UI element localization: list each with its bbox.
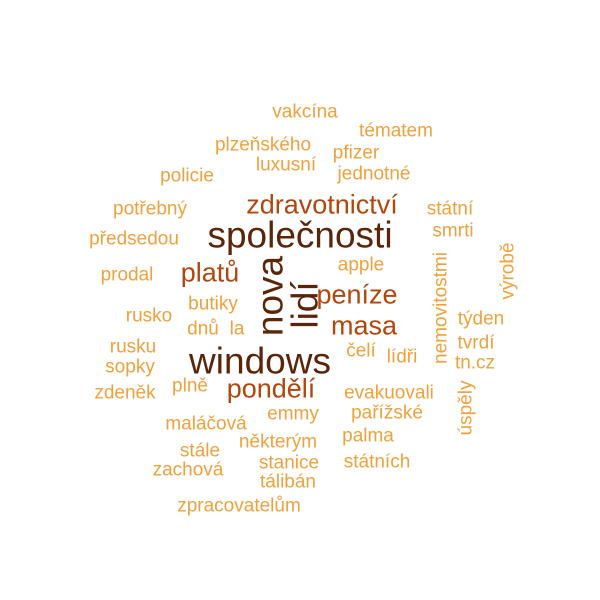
word-la: la [229,318,245,340]
word-vakcina: vakcína [272,101,338,123]
word-evakuovali: evakuovali [344,382,434,404]
word-plne: plně [172,375,208,397]
word-pfizer: pfizer [332,142,380,164]
word-nekterym: některým [238,431,318,453]
word-rusku: rusku [109,336,157,358]
word-plzenskeho: plzeňského [214,134,312,156]
word-zdenek: zdeněk [94,382,156,404]
word-tyden: týden [457,308,505,330]
word-uspely: úspěly [455,380,477,436]
word-butiky: butiky [188,293,238,315]
word-sopky: sopky [105,356,155,378]
word-stanice: stanice [258,452,320,474]
word-policie: policie [160,165,214,187]
word-smrti: smrti [432,220,474,242]
word-lidri: lídři [386,346,418,368]
word-predsedou: předsedou [89,228,179,250]
word-luxusni: luxusní [255,154,317,176]
word-zdravotnictvi: zdravotnictví [246,189,398,220]
word-zachova: zachová [152,459,224,481]
word-tvrdi: tvrdí [457,332,495,354]
word-apple: apple [337,254,385,276]
word-stale: stále [179,440,221,462]
word-tncz: tn.cz [454,352,496,374]
word-malacova: maláčová [165,413,247,435]
word-pondeli: pondělí [226,373,316,404]
word-masa: masa [330,310,398,341]
word-celi: čelí [346,340,376,362]
word-prodal: prodal [100,264,154,286]
word-windows: windows [189,340,331,382]
word-palma: palma [342,425,394,447]
word-rusko: rusko [125,305,173,327]
word-statni: státní [426,198,474,220]
word-zpracovatelum: zpracovatelům [177,495,301,517]
word-vyrobe: výrobě [497,242,519,300]
word-parizske: pařížské [351,402,423,424]
word-emmy: emmy [267,403,319,425]
word-platu: platů [180,257,240,288]
word-statnich: státních [343,451,411,473]
word-jednotne: jednotné [337,163,411,185]
word-nemovitostmi: nemovitostmi [430,252,452,364]
word-potrebny: potřebný [113,198,187,220]
word-dnu: dnů [187,318,219,340]
word-spolecnosti: společnosti [207,214,393,256]
word-taliban: tálibán [260,471,316,493]
word-nova: nova [249,255,291,337]
word-tematem: tématem [359,120,433,142]
word-penize: peníze [316,279,398,310]
